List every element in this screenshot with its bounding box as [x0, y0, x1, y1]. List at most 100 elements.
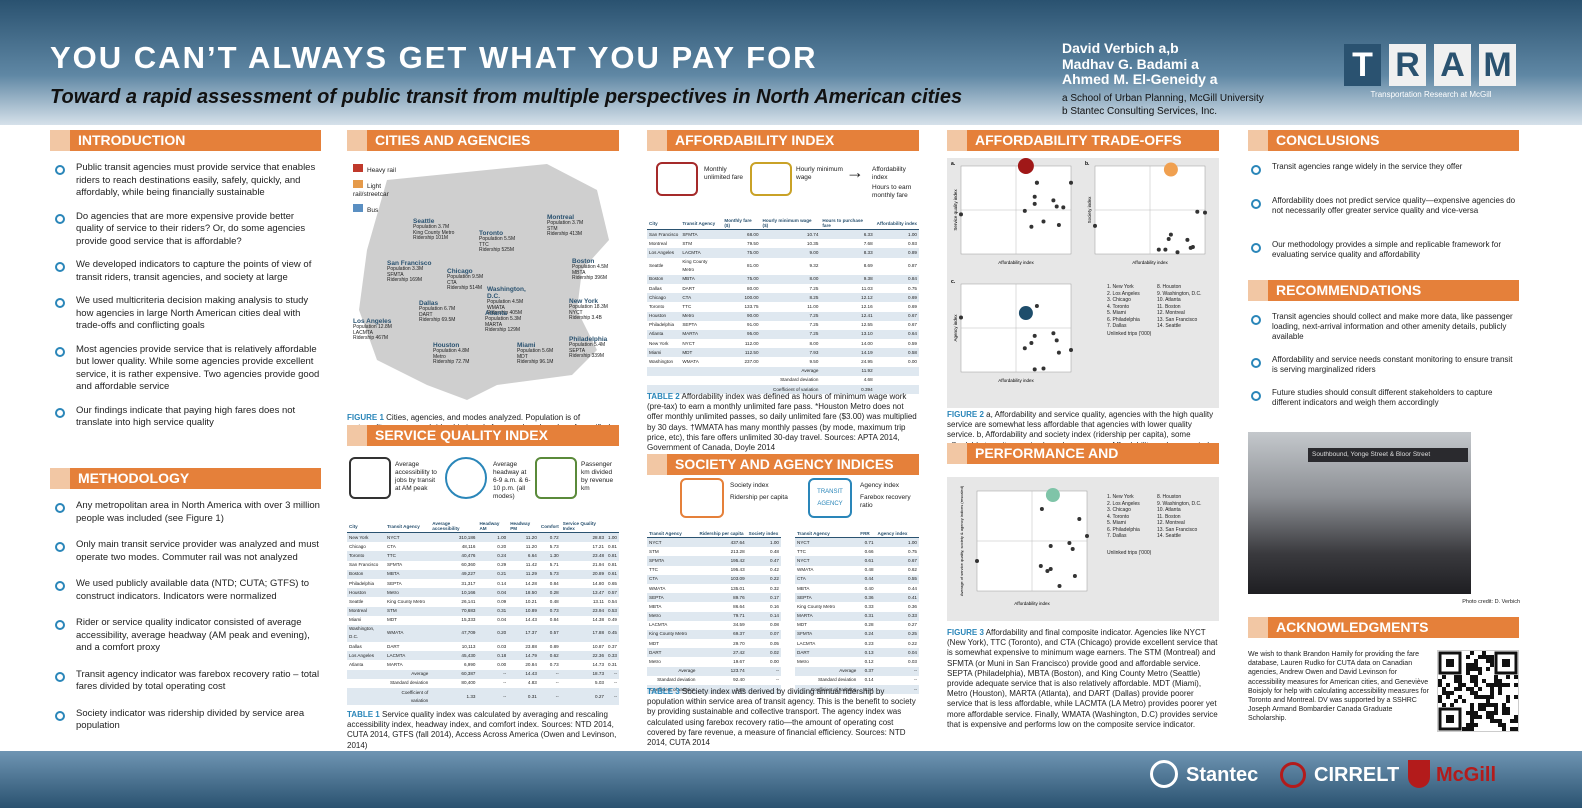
table-cell: 40,476 — [430, 551, 478, 561]
society-table: Transit Agency Ridership per capita Societ… — [647, 530, 781, 695]
city-detail: Ridership 96.1M — [517, 359, 554, 366]
city-list-item: 6. Philadelphia — [1107, 316, 1140, 323]
stats-row: Standard deviation 0.14 -- — [795, 676, 919, 685]
table-cell: 4.83 — [527, 680, 537, 686]
section-tradeoffs: AFFORDABILITY TRADE-OFFS — [947, 130, 1219, 151]
city-detail: Population 9.5M — [447, 274, 484, 280]
table-cell: SFMTA — [680, 229, 723, 240]
figure-3-caption: FIGURE 3 Affordability and final composi… — [947, 628, 1219, 730]
y-axis-label: Agency index — [953, 314, 958, 342]
qr-module — [1506, 695, 1510, 699]
table-row: MBTA 86.64 0.16 — [647, 602, 781, 611]
qr-module — [1458, 687, 1462, 691]
table-row: SFMTA 195.42 0.47 — [647, 556, 781, 566]
table-cell: 10,113 — [461, 643, 476, 649]
qr-module — [1506, 707, 1510, 711]
table-cell: 0.55 — [875, 574, 919, 584]
table-cell: 15,333 — [461, 617, 476, 623]
table-cell: 0.59 — [908, 340, 917, 346]
author-3: Ahmed M. El-Geneidy a — [1062, 71, 1218, 87]
table-cell: 0.93 — [908, 240, 917, 246]
poster-title: YOU CAN’T ALWAYS GET WHAT YOU PAY FOR — [50, 40, 818, 75]
table-cell: 47,709 — [430, 624, 478, 643]
section-service-quality: SERVICE QUALITY INDEX — [347, 425, 619, 446]
qr-module — [1474, 723, 1478, 727]
table-cell: DART — [682, 285, 695, 291]
city-name: Los Angeles — [353, 318, 392, 325]
qr-module — [1458, 683, 1462, 687]
table-cell: 0.75 — [908, 285, 917, 291]
qr-module — [1498, 683, 1502, 687]
table-cell: 0.31 — [477, 606, 509, 616]
table-cell: LACMTA — [385, 651, 431, 661]
table-cell: 0.00 — [770, 659, 779, 665]
qr-module — [1490, 691, 1494, 695]
list-item: Transit agencies should collect and make… — [1248, 312, 1519, 342]
city-detail: Ridership 396M — [572, 275, 608, 282]
city-detail: STM — [547, 225, 558, 232]
table-cell: 14.38 — [592, 617, 605, 623]
table-cell: 10.87 — [592, 643, 605, 649]
qr-module — [1482, 655, 1486, 659]
table-cell: 14.43 — [525, 617, 537, 623]
table-cell: 133.75 — [744, 303, 759, 309]
data-point — [1048, 567, 1053, 571]
column-header: Average accessibility — [430, 520, 478, 533]
table-cell: -- — [477, 688, 509, 706]
table-cell: 0.89 — [549, 643, 559, 649]
qr-module — [1470, 715, 1474, 719]
table-row: Metro 0.12 0.03 — [795, 657, 919, 666]
table-cell: 19.67 — [733, 659, 745, 665]
stats-row: Coefficient of variation 0.44 -- — [795, 685, 919, 695]
table-cell: Houston — [347, 588, 385, 598]
city-detail: WMATA — [487, 304, 505, 311]
city-list-item: 13. San Francisco — [1157, 316, 1198, 323]
table-row: Los Angeles LACMTA 75.00 9.00 8.33 0.89 — [647, 248, 919, 258]
table-cell: TTC — [682, 303, 692, 309]
table-cell: 6,990 — [463, 662, 476, 668]
table-cell: 11.00 — [807, 303, 819, 309]
table-cell: 7.25 — [760, 329, 821, 340]
table-cell: 79.71 — [697, 611, 747, 621]
qr-module — [1474, 695, 1478, 699]
table-cell: 9.38 — [820, 274, 875, 284]
table-cell: Toronto — [347, 551, 385, 561]
data-point — [1056, 350, 1061, 355]
photo-credit: Photo credit: D. Verbich — [1462, 599, 1520, 605]
table-cell: 0.28 — [538, 588, 561, 598]
list-item: Society indicator was ridership divided … — [52, 708, 322, 733]
qr-pattern — [1438, 651, 1518, 731]
table-cell: WMATA — [797, 567, 814, 573]
qr-code[interactable] — [1437, 650, 1519, 732]
data-point — [1017, 158, 1034, 174]
bus-icon — [353, 204, 363, 212]
data-point — [1168, 232, 1173, 237]
qr-module — [1474, 691, 1478, 695]
caption-text: Service quality index was calculated by … — [347, 710, 617, 750]
table-row: Montreal STM 79.50 10.35 7.68 0.93 — [647, 239, 919, 248]
city-name: Philadelphia — [569, 336, 608, 343]
table-cell: 1.00 — [746, 537, 781, 548]
stats-row: Coefficient of variation 1.33 -- 0.31 -- 0.27… — [347, 688, 619, 706]
data-point — [1085, 534, 1089, 538]
table-cell: 103.09 — [697, 574, 747, 584]
table-cell: New York — [347, 532, 385, 543]
table-cell: 79.50 — [747, 240, 759, 246]
table-cell: 0.61 — [606, 569, 619, 579]
list-item: Future studies should consult different … — [1248, 388, 1519, 408]
city-detail: Population 5.3M — [485, 316, 522, 322]
table-cell: 18.73 — [560, 669, 606, 679]
list-item: Public transit agencies must provide ser… — [52, 162, 322, 200]
city-label: Seattle Population 3.7M King County Metro R… — [413, 218, 461, 242]
table-cell: 12.55 — [861, 322, 873, 328]
table-cell: 0.31 — [508, 688, 539, 706]
poster-subtitle: Toward a rapid assessment of public tran… — [50, 86, 963, 108]
table-cell: 0.44 — [908, 585, 917, 591]
service-quality-table: City Transit Agency Average accessibility H… — [347, 520, 619, 706]
stats-row: Average 11.92 — [647, 366, 919, 376]
table-cell: -- — [538, 669, 561, 679]
qr-finder — [1446, 659, 1454, 667]
table-cell: 14.73 — [592, 662, 605, 668]
column-header: Transit Agency — [795, 530, 859, 538]
qr-module — [1442, 691, 1446, 695]
